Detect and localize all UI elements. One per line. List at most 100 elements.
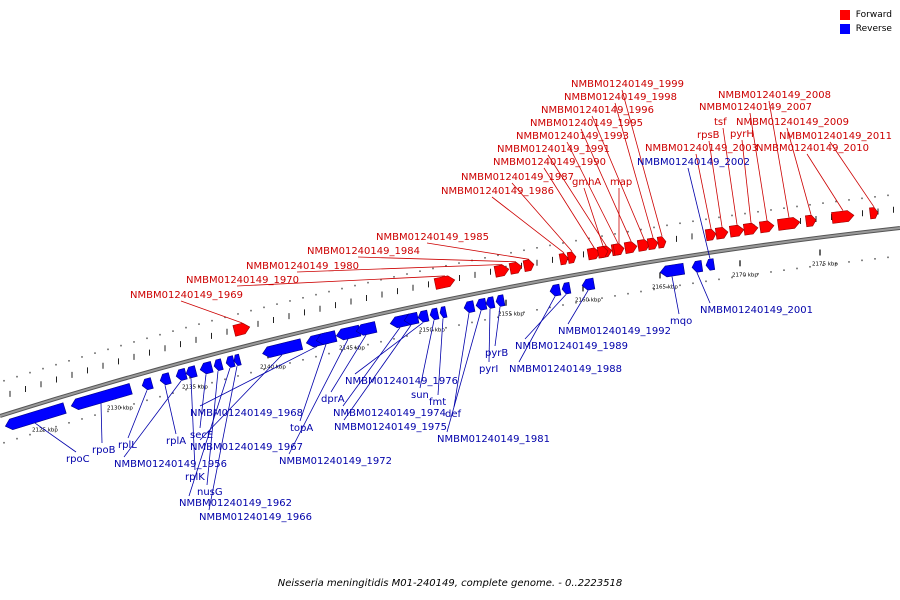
label-line-rpll (127, 390, 148, 439)
guide-dot (159, 395, 161, 398)
guide-dot (302, 358, 304, 361)
guide-dot (523, 311, 525, 314)
label-line-nmbm01240149-1989 (524, 294, 567, 340)
label-line-nmbm01240149-1999 (621, 89, 663, 237)
guide-dot (263, 306, 265, 309)
label-nmbm01240149-2008: NMBM01240149_2008 (718, 90, 831, 101)
guide-dot (68, 359, 70, 362)
gene-gmha-shape (596, 246, 609, 259)
gene-nmbm01240149-1986 (558, 252, 569, 266)
gene-rplk (185, 365, 198, 379)
guide-dot (640, 290, 642, 293)
label-nmbm01240149-1975: NMBM01240149_1975 (334, 422, 447, 433)
gene-nmbm01240149-1984 (508, 261, 523, 275)
guide-dot (458, 324, 460, 326)
guide-dot (588, 237, 590, 240)
label-line-nmbm01240149-1976 (354, 322, 424, 375)
gene-nmbm01240149-1986-shape (558, 252, 569, 266)
legend-reverse-label: Reverse (855, 24, 892, 34)
guide-dot (575, 239, 577, 242)
gene-nmbm01240149-1989 (561, 281, 572, 295)
gene-nmbm01240149-1956-shape (175, 367, 188, 381)
guide-dot (237, 313, 239, 315)
label-line-nmbm01240149-1993 (566, 141, 619, 244)
guide-dot (3, 441, 5, 444)
tick-label-2160-kbp: 2160 kbp (575, 297, 601, 303)
label-line-layer (34, 89, 875, 511)
gene-nmbm01240149-1990 (586, 247, 601, 261)
guide-dot (601, 235, 603, 237)
gene-tsf-shape (728, 224, 745, 238)
guide-dot (419, 270, 421, 273)
genome-caption: Neisseria meningitidis M01-240149, compl… (277, 578, 623, 589)
guide-dot (861, 259, 863, 262)
label-line-pyrb (494, 306, 501, 347)
guide-dot (705, 280, 707, 283)
gene-nmbm01240149-1987-shape (566, 251, 577, 264)
gene-nmbm01240149-2001 (691, 260, 704, 273)
legend-forward-label: Forward (855, 10, 892, 20)
guide-dot (107, 410, 109, 413)
guide-dot (68, 421, 70, 424)
guide-dot (107, 348, 109, 351)
gene-nmbm01240149-2001-shape (691, 260, 704, 273)
gene-fmt-shape (439, 306, 448, 319)
guide-dot (484, 319, 486, 321)
guide-dot (549, 306, 551, 309)
gene-nmbm01240149-1989-shape (561, 281, 572, 295)
gene-nmbm01240149-2007-shape (758, 220, 775, 234)
gene-nmbm01240149-1969 (232, 322, 251, 337)
gene-nmbm01240149-1967 (262, 338, 304, 358)
gene-nmbm01240149-1972 (335, 324, 362, 341)
guide-dot (458, 262, 460, 264)
gene-fmt (439, 306, 448, 319)
gene-nmbm01240149-2007 (758, 220, 775, 234)
guide-dot (692, 282, 694, 285)
label-rpob: rpoB (92, 445, 116, 456)
guide-dot (120, 406, 122, 409)
guide-dot (744, 274, 746, 277)
label-nmbm01240149-2002: NMBM01240149_2002 (637, 157, 750, 168)
gene-pyri-shape (485, 296, 496, 309)
label-nmbm01240149-1993: NMBM01240149_1993 (516, 131, 629, 142)
guide-dot (796, 267, 798, 270)
guide-dot (81, 418, 83, 420)
label-line-nmbm01240149-1991 (547, 154, 607, 246)
gene-nmbm01240149-1981 (475, 297, 488, 311)
guide-dot (250, 309, 252, 312)
guide-dot (133, 403, 135, 405)
guide-dot (809, 265, 811, 268)
label-line-nmbm01240149-1967 (199, 354, 283, 441)
guide-dot (783, 269, 785, 271)
gene-pyri (485, 296, 496, 309)
label-nusg: nusG (197, 487, 223, 498)
label-fmt: fmt (429, 397, 446, 408)
guide-dot (380, 340, 382, 343)
guide-dot (328, 290, 330, 293)
guide-dot (315, 355, 317, 358)
label-line-mqo (671, 276, 680, 315)
guide-dot (627, 230, 629, 233)
gene-nmbm01240149-1966-shape (233, 353, 242, 367)
label-nmbm01240149-1956: NMBM01240149_1956 (114, 459, 227, 470)
gene-mqo-shape (659, 262, 686, 278)
guide-dot (757, 210, 759, 213)
gene-nmbm01240149-1970 (433, 275, 456, 290)
guide-dot (718, 278, 720, 281)
label-pyrb: pyrB (485, 348, 508, 359)
label-line-nmbm01240149-1980 (296, 264, 503, 273)
label-def: def (445, 409, 462, 420)
label-line-rpoc (34, 422, 77, 453)
guide-dot (757, 272, 759, 275)
label-line-nmbm01240149-1966 (208, 366, 238, 511)
gene-nmbm01240149-2003 (704, 228, 717, 242)
guide-dot (42, 429, 44, 432)
guide-dot (822, 202, 824, 204)
label-line-nmbm01240149-1992 (567, 290, 589, 325)
label-nmbm01240149-2009: NMBM01240149_2009 (736, 117, 849, 128)
label-pyrh: pyrH (730, 129, 754, 140)
gene-nmbm01240149-2002 (705, 258, 716, 271)
gene-dpra (355, 321, 378, 336)
label-nmbm01240149-1974: NMBM01240149_1974 (333, 408, 446, 419)
gene-nmbm01240149-1970-shape (433, 275, 456, 290)
